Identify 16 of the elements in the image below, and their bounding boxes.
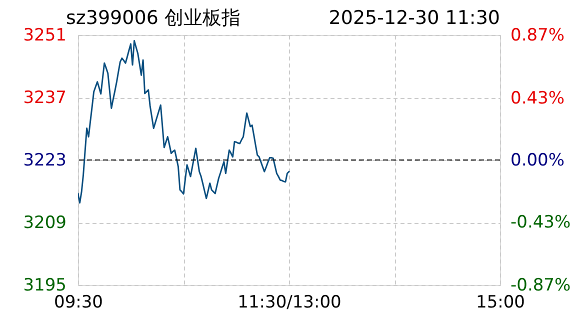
y-tick-label: 3251 — [23, 26, 66, 46]
chart-title: sz399006 创业板指 — [66, 7, 240, 29]
y-tick-label: 3223 — [23, 150, 66, 170]
y2-tick-label: 0.43% — [510, 88, 565, 109]
x-tick-label: 09:30 — [54, 292, 103, 312]
x-tick-label: 15:00 — [476, 292, 525, 312]
y-tick-label: 3195 — [23, 276, 66, 296]
y2-tick-label: 0.87% — [510, 26, 565, 46]
y2-tick-label: -0.87% — [510, 276, 571, 296]
y2-tick-label: -0.43% — [510, 212, 571, 232]
y-tick-label: 3209 — [23, 213, 66, 233]
y2-tick-label: 0.00% — [510, 150, 565, 170]
x-tick-label: 11:30/13:00 — [238, 292, 342, 312]
y-tick-label: 3237 — [23, 88, 66, 108]
line-series — [78, 40, 290, 204]
text: 2025-12-30 11:30 — [328, 7, 500, 29]
